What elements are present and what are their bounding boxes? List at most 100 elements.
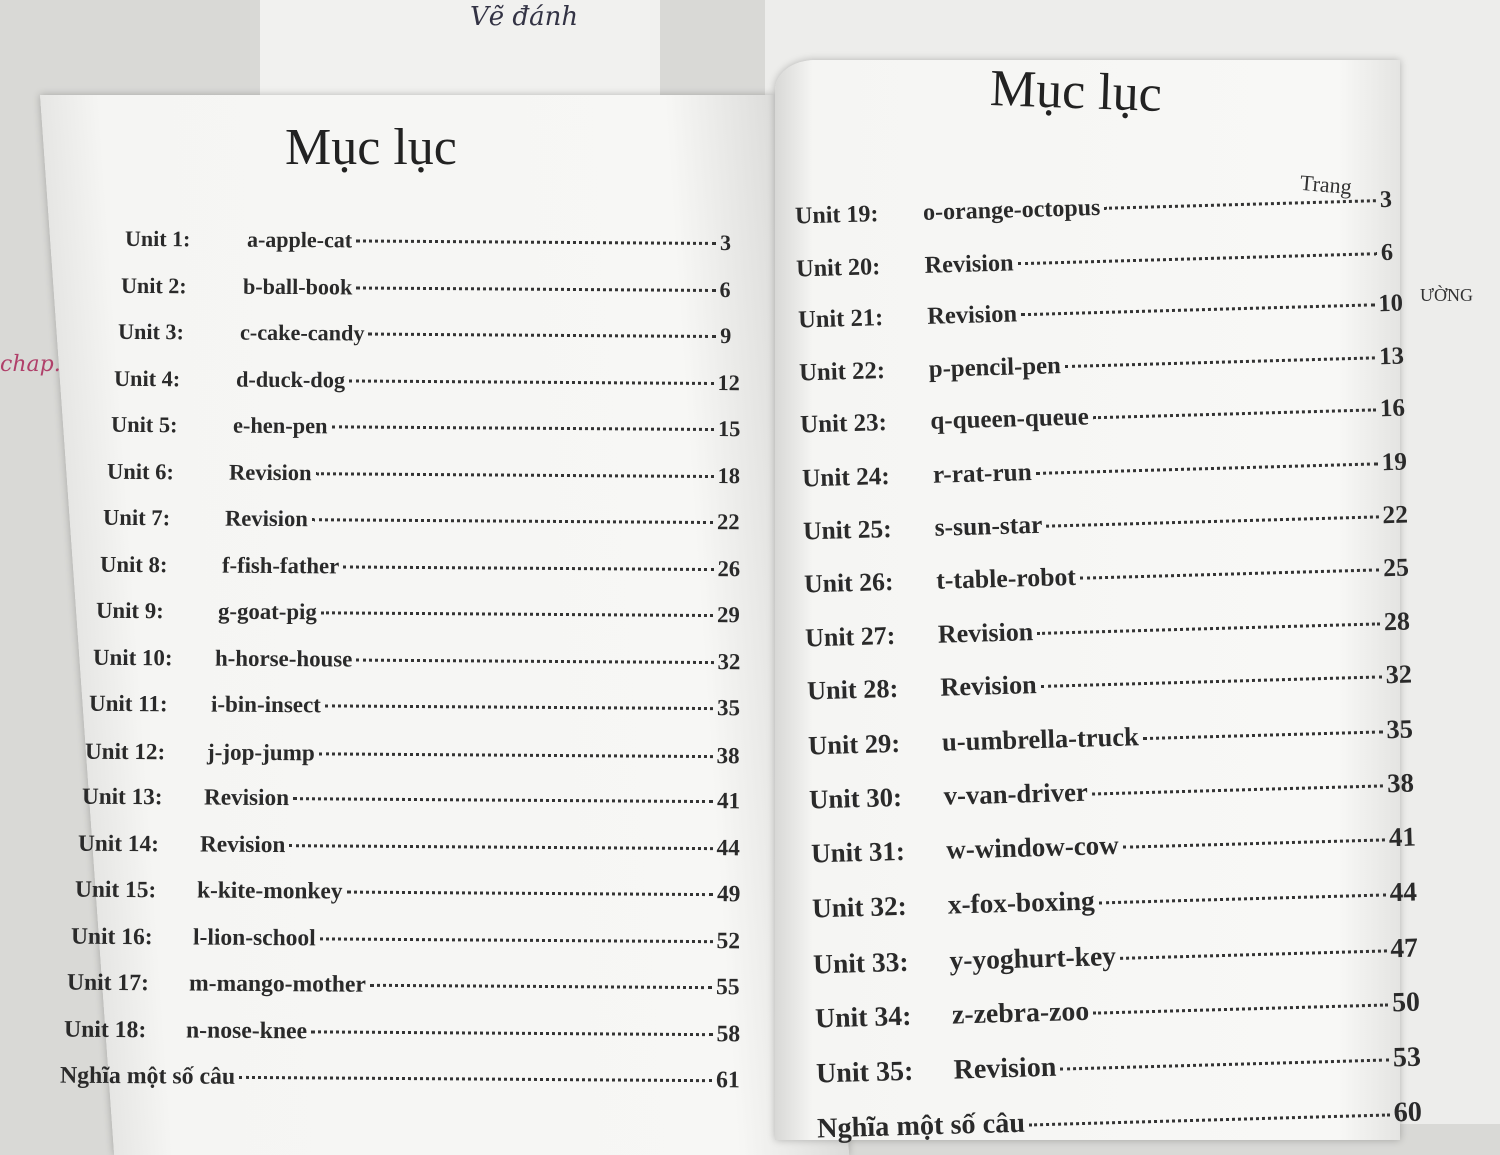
- unit-label: Unit 22:: [798, 356, 886, 387]
- unit-label: Unit 7:: [103, 504, 171, 531]
- page-number: 58: [716, 1020, 741, 1047]
- toc-entry: Nghĩa một số câu 61: [60, 1063, 740, 1095]
- entry-title: x-fox-boxing: [947, 885, 1095, 920]
- dot-leader: [1029, 1113, 1390, 1127]
- page-number: 60: [1393, 1096, 1423, 1129]
- unit-label: Unit 8:: [99, 551, 168, 577]
- dot-leader: [1104, 199, 1376, 210]
- page-number: 38: [1387, 767, 1415, 799]
- unit-label: Unit 2:: [121, 272, 188, 298]
- unit-label: Unit 18:: [63, 1016, 147, 1043]
- dot-leader: [1120, 948, 1387, 960]
- toc-entry: Unit 4: d-duck-dog 12: [114, 365, 740, 395]
- toc-entry: Unit 13: Revision 41: [82, 784, 740, 816]
- entry-title: Revision: [203, 784, 289, 812]
- page-number: 32: [1384, 659, 1412, 690]
- toc-entry: Unit 10: h-horse-house 32: [93, 644, 741, 675]
- left-page-title: Mục lục: [285, 119, 457, 176]
- page-number: 50: [1391, 986, 1420, 1018]
- entry-title: b-ball-book: [243, 273, 353, 299]
- entry-title: Revision: [939, 670, 1037, 702]
- dot-leader: [319, 751, 713, 758]
- page-number: 29: [717, 602, 741, 628]
- entry-title: c-cake-candy: [239, 319, 365, 346]
- entry-title: m-mango-mother: [189, 970, 367, 998]
- dot-leader: [1092, 784, 1384, 796]
- entry-title: Nghĩa một số câu: [816, 1107, 1026, 1145]
- page-number: 35: [1385, 713, 1414, 745]
- toc-entry: Unit 18: n-nose-knee 58: [64, 1016, 740, 1048]
- unit-label: Unit 30:: [808, 781, 903, 815]
- dot-leader: [1060, 1058, 1389, 1071]
- page-number: 12: [717, 369, 741, 395]
- page-number: 25: [1382, 552, 1410, 583]
- entry-title: q-queen-queue: [930, 403, 1090, 435]
- page-number: 10: [1377, 290, 1403, 318]
- page-number: 13: [1378, 342, 1405, 370]
- toc-entry: Unit 15: k-kite-monkey 49: [75, 877, 741, 909]
- entry-title: Revision: [225, 505, 309, 532]
- dot-leader: [1092, 1002, 1388, 1015]
- entry-title: t-table-robot: [935, 562, 1077, 596]
- dot-leader: [312, 518, 714, 525]
- unit-label: Unit 16:: [70, 923, 153, 950]
- dot-leader: [370, 983, 713, 990]
- dot-leader: [342, 564, 714, 571]
- page-number: 9: [719, 323, 732, 349]
- entry-title: Revision: [926, 300, 1018, 331]
- page-number: 52: [716, 927, 741, 954]
- entry-title: Revision: [937, 616, 1034, 649]
- dot-leader: [320, 611, 714, 618]
- unit-label: Unit 34:: [814, 1000, 912, 1034]
- entry-title: Revision: [228, 459, 312, 485]
- dot-leader: [289, 843, 713, 850]
- dot-leader: [310, 1029, 713, 1036]
- entry-title: a-apple-cat: [246, 226, 353, 253]
- entry-title: s-sun-star: [934, 510, 1043, 543]
- dot-leader: [355, 658, 714, 664]
- entry-title: u-umbrella-truck: [941, 721, 1140, 757]
- entry-title: j-jop-jump: [207, 738, 316, 765]
- unit-label: Unit 5:: [110, 411, 178, 438]
- unit-label: Unit 23:: [799, 408, 888, 439]
- dot-leader: [1092, 408, 1377, 420]
- dot-leader: [1098, 893, 1386, 905]
- page-number: 38: [716, 741, 741, 768]
- unit-label: Unit 26:: [803, 567, 894, 599]
- dot-leader: [1035, 461, 1378, 475]
- page-number: 35: [716, 695, 741, 721]
- dot-leader: [1040, 675, 1382, 689]
- entry-title: o-orange-octopus: [922, 194, 1101, 226]
- unit-label: Unit 12:: [85, 737, 166, 764]
- page-number: 41: [1388, 821, 1416, 853]
- unit-label: Unit 35:: [815, 1055, 914, 1090]
- page-number: 18: [717, 462, 741, 488]
- page-number: 16: [1379, 394, 1406, 423]
- page-number: 22: [717, 509, 741, 535]
- dot-leader: [319, 936, 713, 943]
- entry-title: p-pencil-pen: [928, 351, 1062, 383]
- entry-title: g-goat-pig: [218, 598, 318, 625]
- toc-entry: Unit 1: a-apple-cat 3: [125, 226, 740, 256]
- unit-label: Unit 19:: [794, 201, 879, 230]
- entry-title: n-nose-knee: [185, 1016, 307, 1044]
- dot-leader: [1020, 303, 1375, 317]
- unit-label: Unit 21:: [797, 304, 884, 334]
- dot-leader: [315, 471, 714, 478]
- handwriting-left: chap.: [0, 352, 61, 377]
- entry-title: r-rat-run: [932, 457, 1032, 489]
- entry-title: z-zebra-zoo: [951, 995, 1090, 1031]
- unit-label: Unit 27:: [805, 620, 897, 653]
- page-number: 22: [1381, 499, 1409, 530]
- unit-label: Unit 3:: [117, 318, 184, 345]
- unit-label: Unit 20:: [796, 252, 881, 283]
- side-text: ƯỜNG: [1420, 285, 1473, 305]
- dot-leader: [1142, 730, 1383, 741]
- unit-label: Unit 1:: [124, 225, 191, 252]
- dot-leader: [1064, 355, 1376, 368]
- unit-label: Unit 11:: [88, 690, 168, 717]
- toc-entry: Unit 14: Revision 44: [78, 830, 740, 862]
- toc-entry: Unit 5: e-hen-pen 15: [111, 412, 741, 442]
- page-number: 53: [1392, 1041, 1422, 1074]
- page-number: 26: [717, 555, 741, 581]
